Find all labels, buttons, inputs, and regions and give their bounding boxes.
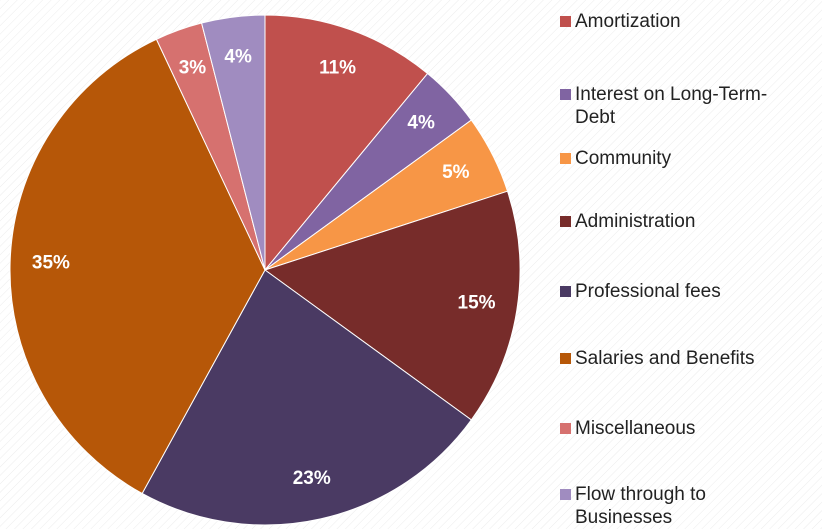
data-label: 5% [442, 162, 470, 183]
pie-slice [200, 14, 266, 271]
data-label: 11% [319, 57, 356, 78]
legend-swatch [560, 286, 571, 297]
legend-item: Amortization [560, 10, 792, 33]
legend-label: Miscellaneous [575, 418, 696, 439]
legend-swatch [560, 353, 571, 364]
data-label: 35% [32, 252, 70, 273]
legend-label: Interest on Long-Term-Debt [575, 84, 768, 128]
data-label: 4% [407, 112, 435, 133]
legend-swatch [560, 489, 571, 500]
legend-item: Flow through to Businesses [560, 483, 792, 529]
legend-label: Amortization [575, 11, 681, 32]
legend-item: Miscellaneous [560, 417, 792, 440]
legend-swatch [560, 423, 571, 434]
pie-slice [141, 269, 472, 526]
pie: 11% 4% 5% 15% 23% 35% 3% 4% [9, 14, 521, 526]
legend-label: Administration [575, 211, 696, 232]
data-label: 15% [458, 293, 496, 314]
legend-label: Professional fees [575, 281, 721, 302]
data-label: 3% [179, 57, 207, 78]
legend-item: Salaries and Benefits [560, 347, 792, 370]
legend-label: Flow through to Businesses [575, 484, 706, 528]
legend-label: Salaries and Benefits [575, 348, 755, 369]
legend-item: Professional fees [560, 280, 792, 303]
legend-item: Interest on Long-Term-Debt [560, 83, 792, 129]
legend-swatch [560, 89, 571, 100]
pie-slice [264, 14, 429, 272]
legend-label: Community [575, 148, 672, 169]
legend-swatch [560, 16, 571, 27]
data-label: 23% [293, 468, 331, 489]
pie-slice [9, 38, 266, 495]
legend-swatch [560, 216, 571, 227]
legend-item: Administration [560, 210, 792, 233]
legend-swatch [560, 153, 571, 164]
legend-item: Community [560, 147, 792, 170]
data-label: 4% [224, 47, 252, 68]
pie-slice [263, 190, 521, 421]
